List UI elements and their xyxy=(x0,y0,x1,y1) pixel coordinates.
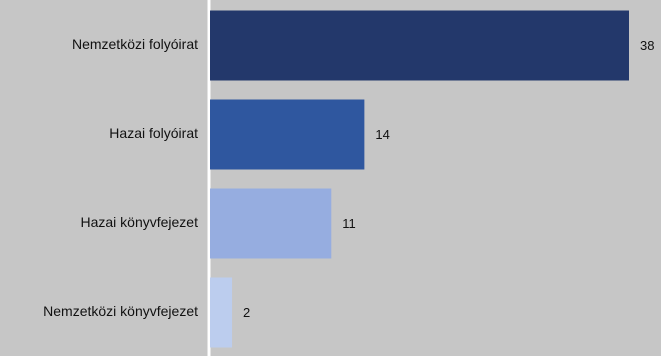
bars-group: Nemzetközi folyóirat 38 Hazai folyóirat 14 H… xyxy=(43,10,654,348)
category-label-hazai-konyvfejezet: Hazai könyvfejezet xyxy=(80,214,198,230)
value-label-nemzetkozi-folyoirat: 38 xyxy=(640,38,654,53)
bar-nemzetkozi-folyoirat xyxy=(210,10,629,81)
value-label-hazai-folyoirat: 14 xyxy=(375,127,389,142)
category-label-hazai-folyoirat: Hazai folyóirat xyxy=(109,125,198,141)
category-label-nemzetkozi-folyoirat: Nemzetközi folyóirat xyxy=(72,36,198,52)
bar-hazai-konyvfejezet xyxy=(210,188,332,259)
bar-nemzetkozi-konyvfejezet xyxy=(210,277,233,348)
value-label-nemzetkozi-konyvfejezet: 2 xyxy=(243,305,250,320)
value-label-hazai-konyvfejezet: 11 xyxy=(342,216,356,231)
category-label-nemzetkozi-konyvfejezet: Nemzetközi könyvfejezet xyxy=(43,303,198,319)
bar-hazai-folyoirat xyxy=(210,99,365,170)
